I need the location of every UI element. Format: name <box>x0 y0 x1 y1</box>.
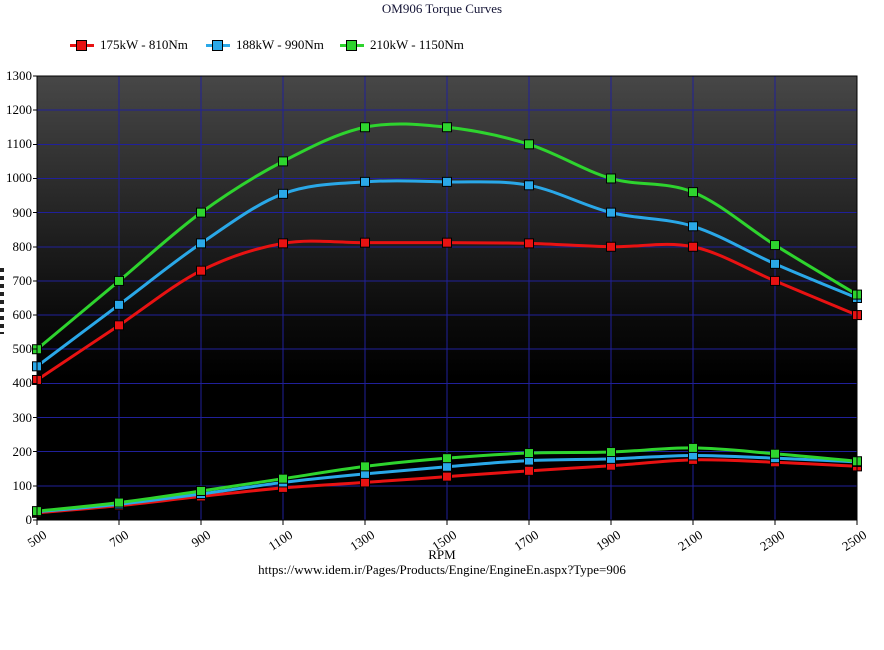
y-tick-label: 1200 <box>6 102 32 118</box>
y-axis-title-clipped <box>0 268 4 334</box>
legend-label-210kw: 210kW - 1150Nm <box>370 37 464 52</box>
data-point-marker <box>688 241 698 252</box>
y-tick-label: 800 <box>12 238 33 254</box>
y-tick-label: 1000 <box>6 170 32 186</box>
y-tick-label: 1100 <box>6 136 32 152</box>
legend-marker-green <box>340 39 364 51</box>
data-point-marker <box>688 442 698 453</box>
data-point-marker <box>360 237 370 248</box>
legend-marker-blue <box>206 39 230 51</box>
y-tick-label: 900 <box>12 204 33 220</box>
data-point-marker <box>770 240 780 251</box>
chart-title: OM906 Torque Curves <box>381 1 503 16</box>
data-point-marker <box>278 473 288 484</box>
data-point-marker <box>196 207 206 218</box>
data-point-marker <box>442 453 452 464</box>
data-point-marker <box>442 471 452 482</box>
legend-square-red <box>76 39 87 51</box>
legend-square-blue <box>212 39 223 51</box>
data-point-marker <box>606 447 616 458</box>
legend-item-188kw: 188kW - 990Nm <box>206 37 324 53</box>
y-tick-label: 0 <box>25 512 33 527</box>
data-point-marker <box>524 465 534 476</box>
legend-item-175kw: 175kW - 810Nm <box>70 37 188 53</box>
data-point-marker <box>770 448 780 459</box>
x-axis-title: RPM <box>428 547 456 562</box>
y-tick-label: 600 <box>12 307 33 323</box>
data-point-marker <box>114 320 124 331</box>
y-tick-label: 200 <box>12 443 33 459</box>
y-tick-label: 1300 <box>6 68 32 83</box>
data-point-marker <box>360 477 370 488</box>
data-point-marker <box>606 173 616 184</box>
data-point-marker <box>278 238 288 249</box>
data-point-marker <box>524 180 534 191</box>
data-point-marker <box>770 258 780 269</box>
legend-label-175kw: 175kW - 810Nm <box>100 37 188 52</box>
data-point-marker <box>688 187 698 198</box>
y-tick-label: 100 <box>12 477 33 493</box>
legend-item-210kw: 210kW - 1150Nm <box>340 37 464 53</box>
data-point-marker <box>114 299 124 310</box>
legend-square-green <box>346 39 357 51</box>
y-tick-label: 500 <box>12 341 33 357</box>
data-point-marker <box>442 461 452 472</box>
data-point-marker <box>606 241 616 252</box>
legend-marker-red <box>70 39 94 51</box>
data-point-marker <box>442 237 452 248</box>
data-point-marker <box>114 275 124 286</box>
data-point-marker <box>360 122 370 133</box>
data-point-marker <box>524 448 534 459</box>
data-point-marker <box>688 221 698 232</box>
data-point-marker <box>278 156 288 167</box>
y-tick-label: 300 <box>12 409 33 425</box>
data-point-marker <box>278 188 288 199</box>
data-point-marker <box>524 238 534 249</box>
data-point-marker <box>360 176 370 187</box>
data-point-marker <box>114 497 124 508</box>
data-point-marker <box>360 461 370 472</box>
data-point-marker <box>196 238 206 249</box>
data-point-marker <box>524 139 534 150</box>
data-point-marker <box>770 275 780 286</box>
data-point-marker <box>196 265 206 276</box>
data-point-marker <box>442 122 452 133</box>
data-point-marker <box>196 485 206 496</box>
caption-url: https://www.idem.ir/Pages/Products/Engin… <box>258 562 626 577</box>
data-point-marker <box>606 207 616 218</box>
y-tick-label: 400 <box>12 375 33 391</box>
data-point-marker <box>442 176 452 187</box>
y-tick-label: 700 <box>12 272 33 288</box>
legend-label-188kw: 188kW - 990Nm <box>236 37 324 52</box>
